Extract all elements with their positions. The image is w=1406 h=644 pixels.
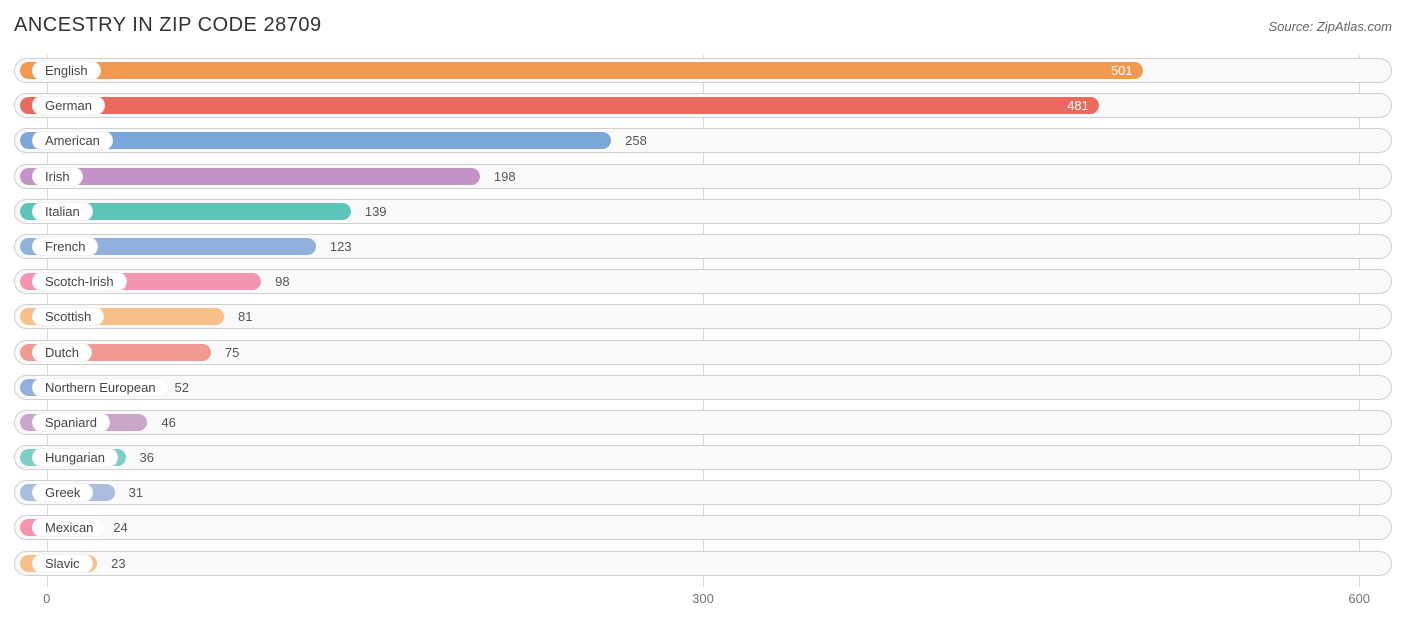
value-label: 139 (355, 196, 397, 227)
value-label: 258 (615, 125, 657, 156)
bar-track (14, 410, 1392, 435)
value-label: 52 (165, 372, 199, 403)
bar-track (14, 445, 1392, 470)
value-label: 36 (130, 442, 164, 473)
chart-header: ANCESTRY IN ZIP CODE 28709 Source: ZipAt… (14, 14, 1392, 37)
category-label: Italian (32, 202, 93, 221)
bar-row: Slavic 23 (14, 548, 1392, 579)
bar-track (14, 375, 1392, 400)
value-label: 501 (14, 55, 1143, 86)
bar-row: German481 (14, 90, 1392, 121)
value-label: 198 (484, 161, 526, 192)
bar (20, 168, 480, 185)
axis-tick-label: 600 (1348, 591, 1370, 606)
bar-row: Irish 198 (14, 161, 1392, 192)
category-label: Scottish (32, 307, 104, 326)
bar-row: Scotch-Irish 98 (14, 266, 1392, 297)
bar-row: Northern European52 (14, 372, 1392, 403)
value-label: 46 (151, 407, 185, 438)
axis-tick-label: 300 (692, 591, 714, 606)
bar-row: Italian 139 (14, 196, 1392, 227)
value-label: 23 (101, 548, 135, 579)
category-label: Mexican (32, 518, 106, 537)
category-label: Greek (32, 483, 93, 502)
ancestry-bar-chart: ANCESTRY IN ZIP CODE 28709 Source: ZipAt… (0, 0, 1406, 644)
chart-source: Source: ZipAtlas.com (1268, 19, 1392, 34)
axis-tick-label: 0 (43, 591, 50, 606)
bar-row: English501 (14, 55, 1392, 86)
category-label: Slavic (32, 554, 93, 573)
value-label: 31 (119, 477, 153, 508)
bars-container: English501 German481 American 258 Irish 198 It… (14, 55, 1392, 579)
bar-row: Spaniard 46 (14, 407, 1392, 438)
bar-row: Greek 31 (14, 477, 1392, 508)
bar-row: Mexican24 (14, 512, 1392, 543)
bar-row: Dutch 75 (14, 337, 1392, 368)
value-label: 75 (215, 337, 249, 368)
category-label: American (32, 131, 113, 150)
bar-row: American 258 (14, 125, 1392, 156)
bar-row: Hungarian 36 (14, 442, 1392, 473)
value-label: 81 (228, 301, 262, 332)
category-label: Spaniard (32, 413, 110, 432)
category-label: French (32, 237, 98, 256)
bar-row: Scottish 81 (14, 301, 1392, 332)
bar-track (14, 551, 1392, 576)
bar-track (14, 515, 1392, 540)
value-label: 24 (103, 512, 137, 543)
category-label: Scotch-Irish (32, 272, 127, 291)
value-label: 123 (320, 231, 362, 262)
value-label: 481 (14, 90, 1099, 121)
chart-title: ANCESTRY IN ZIP CODE 28709 (14, 14, 322, 37)
bar-track (14, 480, 1392, 505)
bar-row: French 123 (14, 231, 1392, 262)
category-label: Northern European (32, 378, 169, 397)
x-axis: 0 300 600 (14, 587, 1392, 615)
plot-area: English501 German481 American 258 Irish 198 It… (14, 55, 1392, 615)
category-label: Dutch (32, 343, 92, 362)
value-label: 98 (265, 266, 299, 297)
category-label: Irish (32, 167, 83, 186)
category-label: Hungarian (32, 448, 118, 467)
